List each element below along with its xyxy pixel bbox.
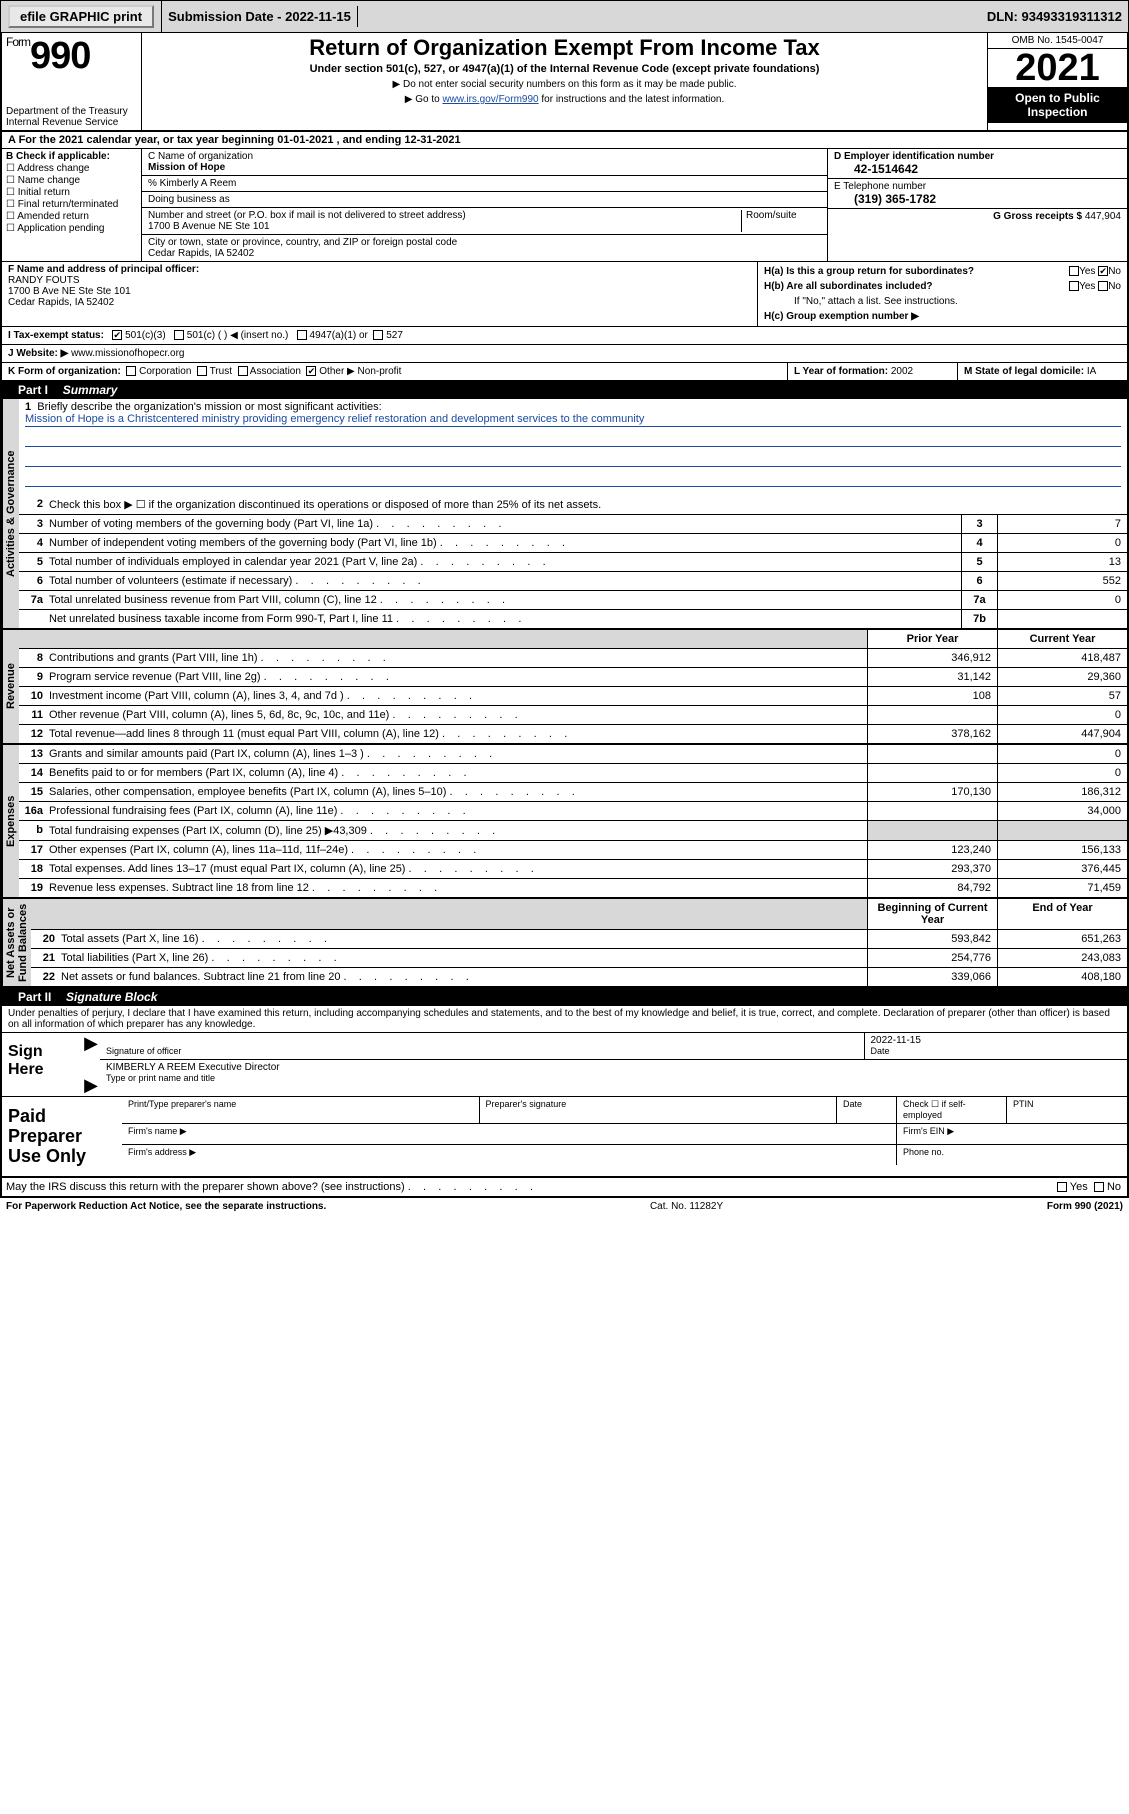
form-note-ssn: ▶ Do not enter social security numbers o… xyxy=(148,79,981,90)
form-subtitle: Under section 501(c), 527, or 4947(a)(1)… xyxy=(148,63,981,75)
form-title: Return of Organization Exempt From Incom… xyxy=(148,35,981,61)
col-h: H(a) Is this a group return for subordin… xyxy=(757,262,1127,326)
revenue-header-row: Prior Year Current Year xyxy=(19,630,1127,649)
block-bcde: B Check if applicable: ☐ Address change … xyxy=(2,149,1127,262)
chk-final-return[interactable]: ☐ Final return/terminated xyxy=(6,199,137,210)
data-row: 20Total assets (Part X, line 16)593,8426… xyxy=(31,930,1127,949)
chk-amended[interactable]: ☐ Amended return xyxy=(6,211,137,222)
care-of: % Kimberly A Reem xyxy=(142,176,827,192)
section-expenses: Expenses 13Grants and similar amounts pa… xyxy=(2,745,1127,899)
data-row: 18Total expenses. Add lines 13–17 (must … xyxy=(19,860,1127,879)
dba: Doing business as xyxy=(142,192,827,208)
website: www.missionofhopecr.org xyxy=(71,348,184,359)
state-domicile: IA xyxy=(1087,366,1096,377)
line-1-mission: 1 Briefly describe the organization's mi… xyxy=(19,399,1127,495)
chk-other[interactable] xyxy=(306,366,316,376)
tax-year: 2021 xyxy=(988,49,1127,87)
sign-here-row: Sign Here ▶▶ Signature of officer 2022-1… xyxy=(2,1033,1127,1097)
section-governance: Activities & Governance 1 Briefly descri… xyxy=(2,399,1127,630)
gross-receipts: 447,904 xyxy=(1085,211,1121,222)
row-j: J Website: ▶ www.missionofhopecr.org xyxy=(2,345,1127,363)
gov-row: 5Total number of individuals employed in… xyxy=(19,553,1127,572)
data-row: 16aProfessional fundraising fees (Part I… xyxy=(19,802,1127,821)
gov-row: 6Total number of volunteers (estimate if… xyxy=(19,572,1127,591)
telephone: (319) 365-1782 xyxy=(834,192,1121,206)
org-street: 1700 B Avenue NE Ste 101 xyxy=(148,221,270,232)
dln: DLN: 93493319311312 xyxy=(981,6,1128,27)
gov-row: 7aTotal unrelated business revenue from … xyxy=(19,591,1127,610)
gov-row: 3Number of voting members of the governi… xyxy=(19,515,1127,534)
data-row: 13Grants and similar amounts paid (Part … xyxy=(19,745,1127,764)
may-irs-discuss: May the IRS discuss this return with the… xyxy=(2,1177,1127,1196)
data-row: 8Contributions and grants (Part VIII, li… xyxy=(19,649,1127,668)
form-number-block: Form990 Department of the Treasury Inter… xyxy=(2,33,142,130)
data-row: 19Revenue less expenses. Subtract line 1… xyxy=(19,879,1127,897)
gov-row: 4Number of independent voting members of… xyxy=(19,534,1127,553)
part-ii-header: Part II Signature Block xyxy=(2,988,1127,1006)
vbar-revenue: Revenue xyxy=(2,630,19,743)
chk-group-return-no[interactable] xyxy=(1098,266,1108,276)
data-row: bTotal fundraising expenses (Part IX, co… xyxy=(19,821,1127,841)
mission-text: Mission of Hope is a Christcentered mini… xyxy=(25,413,1121,427)
data-row: 14Benefits paid to or for members (Part … xyxy=(19,764,1127,783)
officer-name-title: KIMBERLY A REEM Executive Director xyxy=(106,1062,280,1073)
col-c-org-info: C Name of organization Mission of Hope %… xyxy=(142,149,827,261)
vbar-governance: Activities & Governance xyxy=(2,399,19,628)
page-footer: For Paperwork Reduction Act Notice, see … xyxy=(0,1198,1129,1215)
data-row: 10Investment income (Part VIII, column (… xyxy=(19,687,1127,706)
open-to-public: Open to Public Inspection xyxy=(988,87,1127,123)
data-row: 17Other expenses (Part IX, column (A), l… xyxy=(19,841,1127,860)
row-a-tax-year: A For the 2021 calendar year, or tax yea… xyxy=(2,132,1127,149)
form-title-block: Return of Organization Exempt From Incom… xyxy=(142,33,987,130)
section-revenue: Revenue Prior Year Current Year 8Contrib… xyxy=(2,630,1127,745)
org-city: Cedar Rapids, IA 52402 xyxy=(148,248,254,259)
chk-initial-return[interactable]: ☐ Initial return xyxy=(6,187,137,198)
data-row: 11Other revenue (Part VIII, column (A), … xyxy=(19,706,1127,725)
dept-treasury: Department of the Treasury Internal Reve… xyxy=(6,106,137,128)
line-2: 2Check this box ▶ ☐ if the organization … xyxy=(19,495,1127,515)
col-de: D Employer identification number 42-1514… xyxy=(827,149,1127,261)
submission-date: Submission Date - 2022-11-15 xyxy=(162,6,358,27)
data-row: 21Total liabilities (Part X, line 26)254… xyxy=(31,949,1127,968)
efile-print-button[interactable]: efile GRAPHIC print xyxy=(8,5,154,28)
irs-link[interactable]: www.irs.gov/Form990 xyxy=(442,94,538,105)
part-i-header: Part I Summary xyxy=(2,381,1127,399)
chk-name-change[interactable]: ☐ Name change xyxy=(6,175,137,186)
col-f: F Name and address of principal officer:… xyxy=(2,262,757,326)
year-block: OMB No. 1545-0047 2021 Open to Public In… xyxy=(987,33,1127,130)
officer-name: RANDY FOUTS xyxy=(8,275,80,286)
col-b-checkboxes: B Check if applicable: ☐ Address change … xyxy=(2,149,142,261)
form-note-link: ▶ Go to www.irs.gov/Form990 for instruct… xyxy=(148,94,981,105)
data-row: 9Program service revenue (Part VIII, lin… xyxy=(19,668,1127,687)
room-suite: Room/suite xyxy=(741,210,821,232)
chk-app-pending[interactable]: ☐ Application pending xyxy=(6,223,137,234)
row-klm: K Form of organization: Corporation Trus… xyxy=(2,363,1127,381)
ein: 42-1514642 xyxy=(834,162,1121,176)
signature-block: Under penalties of perjury, I declare th… xyxy=(2,1006,1127,1196)
year-formation: 2002 xyxy=(891,366,913,377)
sig-date: 2022-11-15 xyxy=(871,1035,921,1046)
netassets-header-row: Beginning of Current Year End of Year xyxy=(31,899,1127,930)
chk-address-change[interactable]: ☐ Address change xyxy=(6,163,137,174)
data-row: 15Salaries, other compensation, employee… xyxy=(19,783,1127,802)
vbar-expenses: Expenses xyxy=(2,745,19,897)
form-header: Form990 Department of the Treasury Inter… xyxy=(2,33,1127,132)
vbar-net-assets: Net Assets or Fund Balances xyxy=(2,899,31,986)
penalties-text: Under penalties of perjury, I declare th… xyxy=(2,1006,1127,1033)
data-row: 22Net assets or fund balances. Subtract … xyxy=(31,968,1127,986)
chk-501c3[interactable] xyxy=(112,330,122,340)
gov-row: Net unrelated business taxable income fr… xyxy=(19,610,1127,628)
data-row: 12Total revenue—add lines 8 through 11 (… xyxy=(19,725,1127,743)
efile-topbar: efile GRAPHIC print Submission Date - 20… xyxy=(0,0,1129,33)
section-net-assets: Net Assets or Fund Balances Beginning of… xyxy=(2,899,1127,988)
org-name: Mission of Hope xyxy=(148,162,225,173)
row-i: I Tax-exempt status: 501(c)(3) 501(c) ( … xyxy=(2,327,1127,345)
block-fh: F Name and address of principal officer:… xyxy=(2,262,1127,327)
paid-preparer-row: Paid Preparer Use Only Print/Type prepar… xyxy=(2,1097,1127,1177)
form-990: Form990 Department of the Treasury Inter… xyxy=(0,33,1129,1198)
